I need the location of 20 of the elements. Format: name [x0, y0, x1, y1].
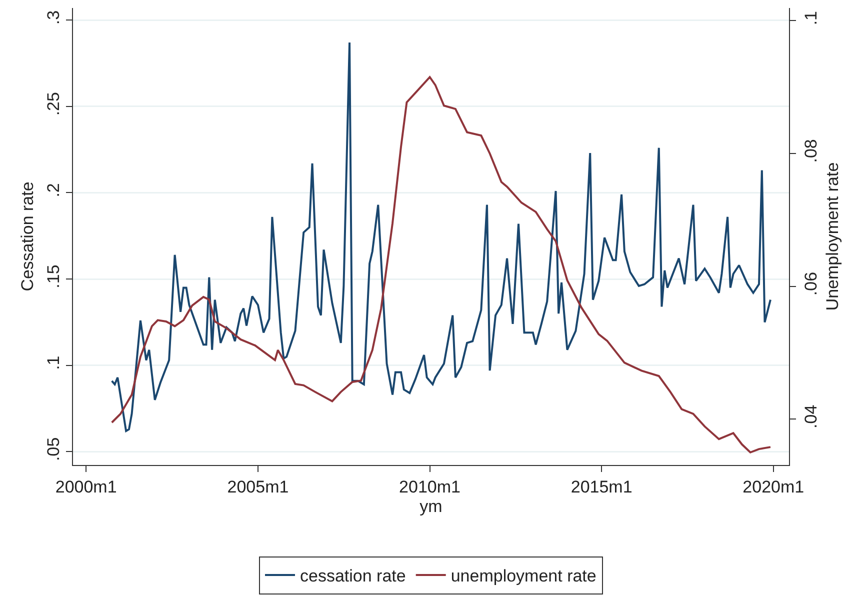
x-tick-label: 2000m1	[55, 477, 117, 496]
y-axis-title: Cessation rate	[18, 182, 37, 292]
legend-label: cessation rate	[300, 566, 406, 586]
x-axis-title: ym	[420, 496, 442, 516]
y2-tick-label: .04	[801, 404, 820, 428]
y2-tick-label: .08	[801, 139, 820, 163]
x-tick-label: 2005m1	[227, 477, 289, 496]
y-tick-label: .25	[44, 92, 64, 116]
x-tick-label: 2020m1	[742, 477, 804, 496]
x-tick-label: 2015m1	[570, 477, 632, 496]
legend-label: unemployment rate	[450, 566, 596, 586]
y-tick-label: .2	[44, 183, 64, 198]
y-tick-label: .1	[44, 356, 64, 370]
y2-tick-label: .06	[801, 272, 820, 296]
x-tick-label: 2010m1	[399, 477, 460, 496]
y-tick-label: .3	[44, 10, 64, 25]
y-tick-label: .05	[44, 437, 64, 461]
y2-tick-label: .1	[801, 10, 820, 26]
y2-axis-title: Unemployment rate	[822, 162, 842, 311]
y-tick-label: .15	[44, 264, 64, 288]
